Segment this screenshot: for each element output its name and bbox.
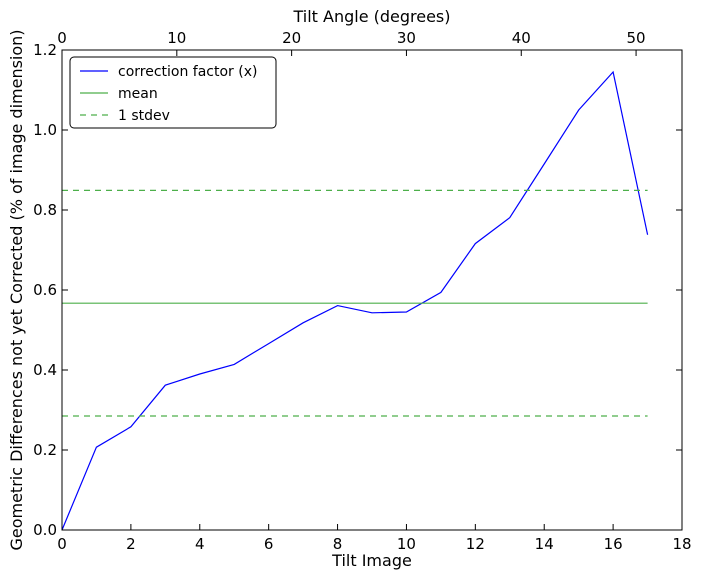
x-tick-label: 4: [195, 535, 205, 553]
x2-axis-title: Tilt Angle (degrees): [292, 7, 450, 26]
plot-area: [62, 50, 682, 530]
x2-tick-label: 40: [512, 29, 531, 47]
x2-tick-label: 50: [627, 29, 646, 47]
x-tick-label: 6: [264, 535, 274, 553]
x2-tick-label: 0: [57, 29, 67, 47]
y-tick-label: 0.0: [33, 521, 57, 539]
legend-label-correction: correction factor (x): [118, 64, 257, 80]
legend: correction factor (x) mean 1 stdev: [69, 56, 277, 129]
y-axis-title: Geometric Differences not yet Corrected …: [7, 29, 26, 550]
ticks-layer: 0 2 4 6 8 10 12 14 16 18 0 10 20 30 40 50 0.0 0.2 0.4 0.6 0.…: [33, 29, 691, 553]
x-tick-label: 16: [604, 535, 623, 553]
y-tick-label: 1.0: [33, 121, 57, 139]
legend-label-stdev: 1 stdev: [118, 108, 170, 124]
x-tick-label: 8: [333, 535, 343, 553]
legend-label-mean: mean: [118, 86, 158, 102]
x2-tick-label: 10: [167, 29, 186, 47]
x-tick-label: 10: [397, 535, 416, 553]
x-tick-label: 12: [466, 535, 485, 553]
y-tick-label: 1.2: [33, 41, 57, 59]
y-tick-label: 0.4: [33, 361, 57, 379]
y-tick-label: 0.6: [33, 281, 57, 299]
x-tick-label: 0: [57, 535, 67, 553]
legend-box: [69, 56, 277, 129]
x2-tick-label: 30: [397, 29, 416, 47]
series-layer: [61, 70, 649, 531]
x2-tick-label: 20: [282, 29, 301, 47]
y-tick-label: 0.2: [33, 441, 57, 459]
y-tick-label: 0.8: [33, 201, 57, 219]
x-axis-title: Tilt Image: [331, 551, 412, 570]
x-tick-label: 2: [126, 535, 136, 553]
x-tick-label: 18: [672, 535, 691, 553]
x-tick-label: 14: [535, 535, 554, 553]
series-line-correction-factor-x-0: [61, 70, 649, 531]
